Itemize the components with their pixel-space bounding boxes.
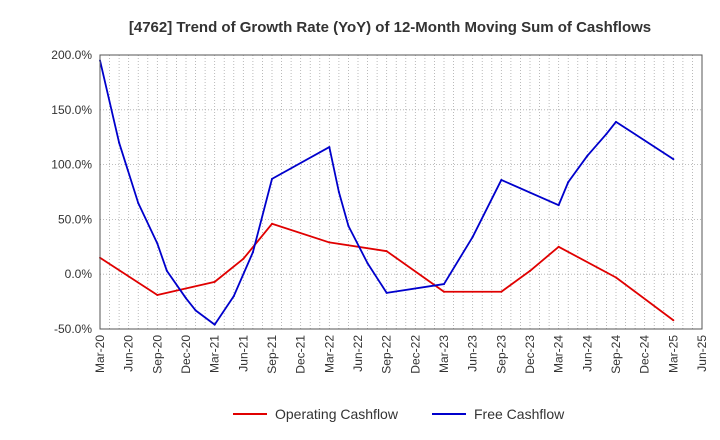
- y-tick-label: 100.0%: [51, 158, 92, 172]
- series-layer: [99, 59, 675, 326]
- data-point: [385, 250, 388, 253]
- x-tick-label: Dec-21: [294, 335, 308, 374]
- x-tick-label: Dec-23: [523, 335, 537, 374]
- data-point: [615, 120, 617, 123]
- data-point: [557, 245, 560, 248]
- x-tick-label: Sep-20: [150, 335, 164, 374]
- data-point: [213, 280, 216, 283]
- x-tick-label: Sep-22: [380, 335, 394, 374]
- x-tick-label: Sep-23: [494, 335, 508, 374]
- data-point: [471, 235, 474, 238]
- data-point: [443, 283, 445, 286]
- x-tick-label: Mar-20: [93, 335, 107, 373]
- data-point: [251, 251, 254, 254]
- data-point: [165, 269, 168, 272]
- x-tick-label: Jun-24: [580, 335, 594, 372]
- chart-title: [4762] Trend of Growth Rate (YoY) of 12-…: [129, 19, 651, 36]
- data-point: [672, 319, 675, 322]
- x-tick-label: Sep-21: [265, 335, 279, 374]
- x-tick-label: Jun-21: [236, 335, 250, 372]
- data-point: [385, 291, 388, 294]
- y-tick-label: 50.0%: [58, 212, 92, 226]
- x-tick-label: Dec-20: [179, 335, 193, 374]
- y-tick-label: -50.0%: [54, 322, 92, 336]
- y-axis-ticks: 200.0% 150.0% 100.0% 50.0% 0.0% -50.0%: [51, 48, 92, 336]
- x-axis-ticks: Mar-20 Jun-20 Sep-20 Dec-20 Mar-21 Jun-21 Sep-…: [93, 335, 709, 374]
- data-point: [443, 290, 445, 293]
- data-point: [366, 262, 369, 265]
- data-point: [137, 201, 140, 204]
- data-point: [156, 294, 159, 297]
- x-tick-label: Dec-22: [408, 335, 422, 374]
- x-tick-label: Jun-23: [466, 335, 480, 372]
- x-tick-label: Sep-24: [609, 335, 623, 374]
- x-tick-label: Jun-22: [351, 335, 365, 372]
- x-tick-label: Mar-25: [666, 335, 680, 373]
- y-tick-label: 0.0%: [65, 267, 93, 281]
- data-point: [328, 241, 331, 244]
- data-point: [118, 141, 121, 144]
- x-tick-label: Mar-22: [322, 335, 336, 373]
- y-tick-label: 150.0%: [51, 103, 92, 117]
- data-point: [213, 323, 216, 326]
- y-tick-label: 200.0%: [51, 48, 92, 62]
- x-tick-label: Jun-20: [122, 335, 136, 372]
- x-tick-label: Mar-21: [208, 335, 222, 373]
- data-point: [194, 309, 197, 312]
- data-point: [567, 181, 570, 184]
- data-point: [156, 242, 159, 245]
- data-point: [328, 146, 331, 149]
- x-tick-label: Dec-24: [638, 335, 652, 374]
- data-point: [232, 295, 235, 298]
- legend-label: Operating Cashflow: [275, 406, 399, 422]
- data-point: [557, 204, 560, 207]
- legend-label: Free Cashflow: [474, 406, 565, 422]
- legend: Operating Cashflow Free Cashflow: [233, 406, 565, 422]
- data-point: [605, 132, 608, 135]
- data-point: [337, 191, 340, 193]
- data-point: [271, 222, 273, 225]
- x-tick-label: Jun-25: [695, 335, 709, 372]
- data-point: [347, 224, 350, 227]
- data-point: [586, 154, 589, 157]
- data-point: [185, 297, 187, 300]
- data-point: [615, 276, 617, 279]
- data-point: [271, 177, 273, 180]
- x-tick-label: Mar-24: [552, 335, 566, 373]
- data-point: [672, 158, 675, 161]
- data-point: [500, 290, 503, 293]
- plot-area-frame: [99, 54, 703, 330]
- x-tick-label: Mar-23: [437, 335, 451, 373]
- data-point: [242, 257, 245, 260]
- data-point: [500, 178, 503, 181]
- data-point: [529, 269, 531, 272]
